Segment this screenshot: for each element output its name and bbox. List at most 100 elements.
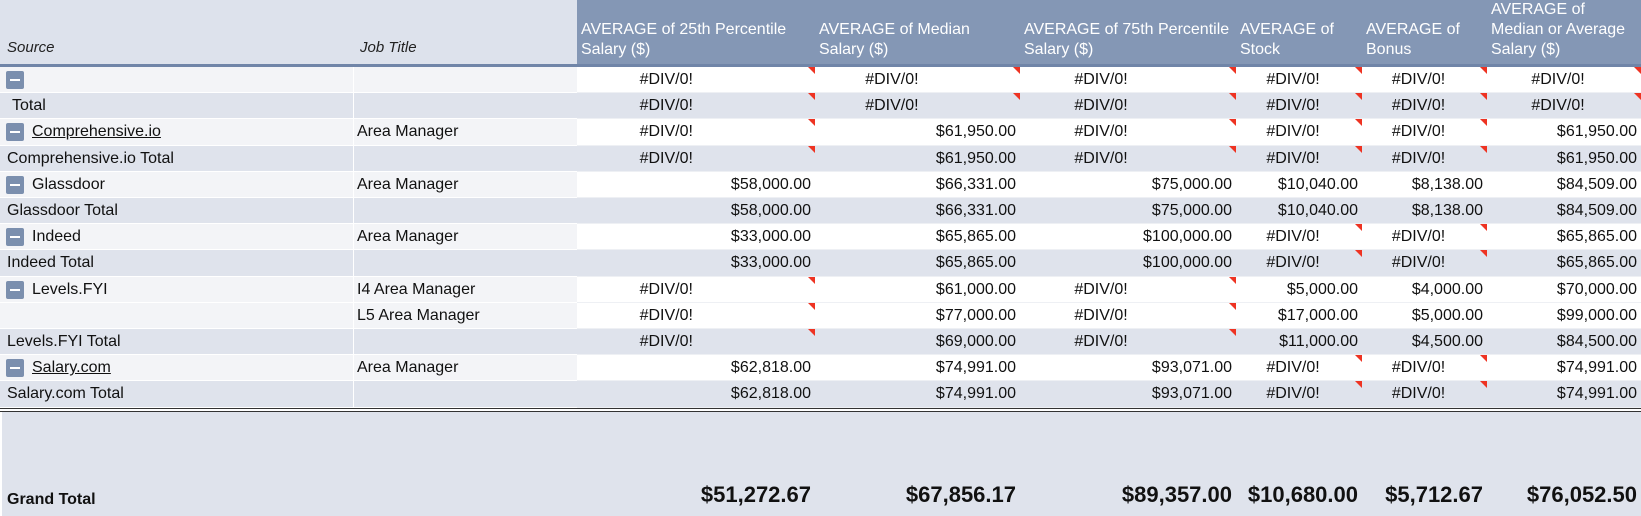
value-cell: #DIV/0! (815, 93, 1020, 119)
grand-total-value: $67,856.17 (905, 482, 1016, 507)
value-cell: $69,000.00 (935, 333, 1016, 350)
value-cell: $84,509.00 (1556, 175, 1637, 193)
value-cell: $17,000.00 (1277, 306, 1358, 324)
row-bg (577, 355, 1641, 382)
grand-total-value: $89,357.00 (1121, 482, 1232, 507)
row-bg (577, 381, 1641, 408)
value-cell: $65,865.00 (935, 228, 1016, 246)
row-bg (0, 381, 577, 408)
value-cell: $75,000.00 (1151, 202, 1232, 219)
value-cell: #DIV/0! (1362, 67, 1487, 93)
error-marker (1480, 381, 1487, 389)
header-cell: AVERAGE of Median Salary ($) (815, 0, 1020, 67)
value-cell: #DIV/0! (1236, 67, 1362, 93)
value-cell: $61,950.00 (1556, 123, 1637, 141)
collapse-button[interactable] (6, 175, 24, 194)
collapse-button[interactable] (6, 359, 24, 378)
value-cell: $61,000.00 (935, 280, 1016, 298)
value-cell: #DIV/0! (577, 119, 815, 145)
value-cell: $61,950.00 (935, 149, 1016, 167)
row-bg (0, 119, 577, 146)
value-cell: #DIV/0! (1020, 93, 1236, 119)
value-cell: $10,040.00 (1277, 202, 1358, 219)
value-cell: #DIV/0! (1020, 119, 1236, 145)
value-cell: $70,000.00 (1556, 280, 1637, 298)
col-sep (0, 411, 2, 516)
source-cell[interactable]: Comprehensive.io (32, 123, 161, 141)
row-bg (0, 93, 577, 120)
row-bg (577, 276, 1641, 303)
value-cell: $84,509.00 (1556, 202, 1637, 219)
value-cell: #DIV/0! (1362, 355, 1487, 381)
value-cell: $5,000.00 (1411, 306, 1483, 324)
header-cell: AVERAGE of 75th Percentile Salary ($) (1020, 0, 1236, 67)
header-rule (0, 64, 1641, 67)
source-cell: Glassdoor Total (7, 202, 118, 219)
value-cell: $4,500.00 (1411, 333, 1483, 350)
error-marker (1013, 67, 1020, 74)
grand-total-value: $51,272.67 (700, 482, 811, 507)
value-cell: #DIV/0! (577, 276, 815, 303)
value-cell: $58,000.00 (730, 202, 811, 219)
value-cell: $77,000.00 (935, 306, 1016, 324)
value-cell: $4,000.00 (1411, 280, 1483, 298)
value-cell: $100,000.00 (1143, 254, 1232, 272)
row-bg (0, 171, 577, 198)
value-cell: $8,138.00 (1411, 175, 1483, 193)
grand-total-label: Grand Total (7, 491, 96, 508)
value-cell: #DIV/0! (1236, 145, 1362, 172)
row-bg (0, 250, 577, 277)
value-cell: $33,000.00 (730, 254, 811, 272)
col-sep (353, 93, 354, 120)
error-marker (1229, 302, 1236, 310)
error-marker (808, 302, 815, 310)
header-cell: Job Title (353, 0, 577, 67)
error-marker (808, 276, 815, 284)
value-cell: #DIV/0! (1236, 224, 1362, 250)
col-sep (353, 355, 354, 382)
value-cell: $65,865.00 (1556, 228, 1637, 246)
value-cell: $99,000.00 (1556, 306, 1637, 324)
error-marker (1229, 329, 1236, 336)
value-cell: $84,500.00 (1556, 333, 1637, 350)
error-marker (808, 119, 815, 127)
value-cell: $10,040.00 (1277, 175, 1358, 193)
col-sep (353, 381, 354, 408)
source-cell[interactable]: Salary.com (32, 359, 111, 377)
value-cell: $65,865.00 (935, 254, 1016, 272)
collapse-button[interactable] (6, 280, 24, 299)
row-bg (577, 171, 1641, 198)
col-sep (353, 145, 354, 172)
value-cell: $65,865.00 (1556, 254, 1637, 272)
value-cell: #DIV/0! (1487, 93, 1641, 119)
collapse-button[interactable] (6, 123, 24, 142)
error-marker (1634, 93, 1641, 101)
value-cell: $11,000.00 (1279, 333, 1358, 350)
row-bg (577, 250, 1641, 277)
value-cell: $61,950.00 (935, 123, 1016, 141)
grand-total-value: $76,052.50 (1526, 482, 1637, 507)
error-marker (1480, 93, 1487, 101)
value-cell: #DIV/0! (1362, 93, 1487, 119)
collapse-button[interactable] (6, 71, 24, 89)
error-marker (1229, 276, 1236, 284)
value-cell: #DIV/0! (577, 67, 815, 93)
value-cell: #DIV/0! (1362, 145, 1487, 172)
header-cell: Source (0, 0, 353, 67)
col-sep (353, 302, 354, 329)
row-bg (577, 67, 1641, 94)
error-marker (1229, 93, 1236, 101)
value-cell: #DIV/0! (577, 93, 815, 119)
row-bg (0, 145, 577, 172)
value-cell: #DIV/0! (1236, 355, 1362, 381)
error-marker (1013, 93, 1020, 101)
error-marker (1480, 67, 1487, 74)
value-cell: $8,138.00 (1411, 202, 1483, 219)
col-sep (353, 171, 354, 198)
col-sep (353, 198, 354, 225)
row-bg (577, 224, 1641, 251)
error-marker (1355, 381, 1362, 389)
value-cell: $74,991.00 (935, 385, 1016, 403)
error-marker (1355, 67, 1362, 74)
collapse-button[interactable] (6, 228, 24, 247)
